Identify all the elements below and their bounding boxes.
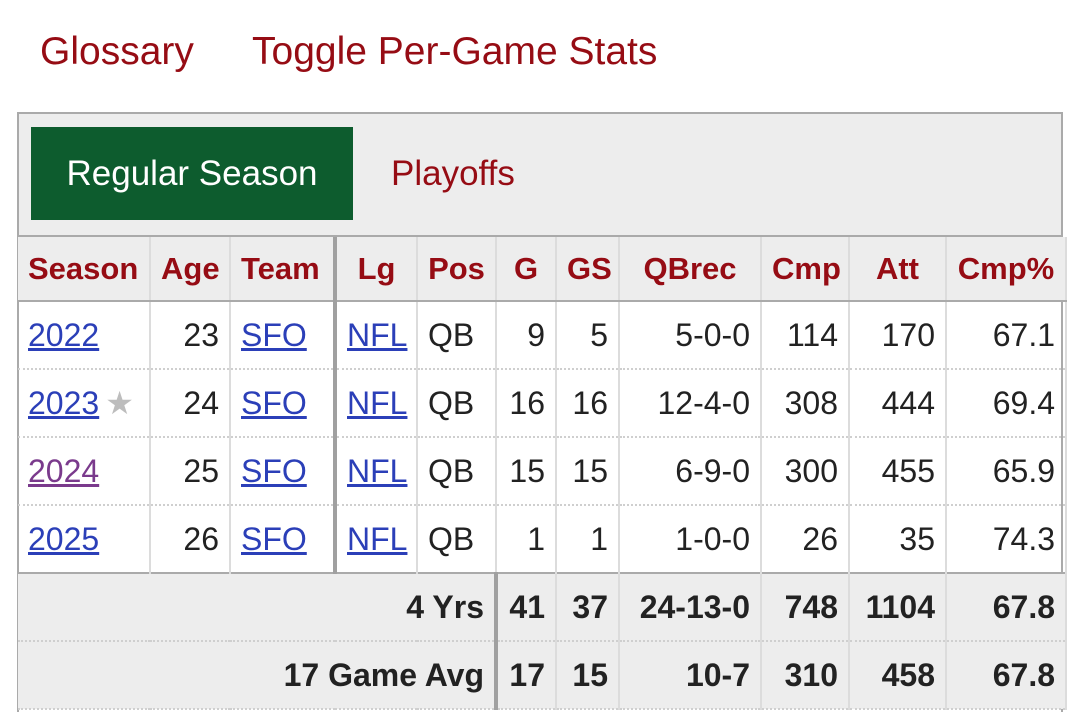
col-g[interactable]: G [496, 237, 557, 302]
cmp-pct-cell: 69.4 [946, 369, 1067, 438]
att-cell: 35 [849, 505, 947, 574]
cmp-cell: 308 [761, 369, 850, 438]
league-link[interactable]: NFL [347, 520, 408, 557]
table-row: 2024 25 SFO NFL QB 15 15 6-9-0 300 455 6… [18, 437, 1067, 506]
team-link[interactable]: SFO [241, 384, 307, 421]
season-cell: 2023 ★ [18, 369, 151, 438]
col-gs[interactable]: GS [556, 237, 620, 302]
summary-label: 17 Game Avg [18, 641, 498, 710]
season-cell: 2025 [18, 505, 151, 574]
qbrec-cell: 6-9-0 [619, 437, 762, 506]
col-age[interactable]: Age [150, 237, 231, 302]
season-link[interactable]: 2023 [28, 385, 100, 421]
table-header-row: Season Age Team Lg Pos G GS QBrec Cmp At… [18, 237, 1067, 302]
col-team[interactable]: Team [230, 237, 337, 302]
cmp-cell: 748 [761, 572, 850, 642]
cmp-pct-cell: 65.9 [946, 437, 1067, 506]
gs-cell: 15 [556, 641, 620, 710]
col-pos[interactable]: Pos [417, 237, 497, 302]
table-row: 2025 26 SFO NFL QB 1 1 1-0-0 26 35 74.3 [18, 505, 1067, 574]
table-row: 2023 ★ 24 SFO NFL QB 16 16 12-4-0 308 444… [18, 369, 1067, 438]
pos-cell: QB [417, 505, 497, 574]
league-link[interactable]: NFL [347, 384, 408, 421]
summary-row-17-game-avg: 17 Game Avg 17 15 10-7 310 458 67.8 [18, 641, 1067, 710]
table-row: 2022 23 SFO NFL QB 9 5 5-0-0 114 170 67.… [18, 301, 1067, 370]
season-link[interactable]: 2025 [28, 520, 100, 557]
glossary-link[interactable]: Glossary [40, 30, 194, 73]
team-cell: SFO [230, 505, 337, 574]
g-cell: 16 [496, 369, 557, 438]
season-link[interactable]: 2022 [28, 316, 100, 353]
att-cell: 455 [849, 437, 947, 506]
col-season[interactable]: Season [18, 237, 151, 302]
age-cell: 26 [150, 505, 231, 574]
passing-stats-table: Season Age Team Lg Pos G GS QBrec Cmp At… [18, 237, 1067, 710]
gs-cell: 1 [556, 505, 620, 574]
team-cell: SFO [230, 437, 337, 506]
league-link[interactable]: NFL [347, 452, 408, 489]
toggle-per-game-link[interactable]: Toggle Per-Game Stats [252, 30, 658, 73]
cmp-cell: 114 [761, 301, 850, 370]
league-cell: NFL [335, 369, 418, 438]
league-cell: NFL [335, 437, 418, 506]
cmp-pct-cell: 67.8 [946, 572, 1067, 642]
tab-playoffs[interactable]: Playoffs [391, 154, 515, 193]
att-cell: 458 [849, 641, 947, 710]
gs-cell: 5 [556, 301, 620, 370]
gs-cell: 15 [556, 437, 620, 506]
pos-cell: QB [417, 437, 497, 506]
season-tabs: Regular Season Playoffs [19, 114, 1061, 237]
tab-regular-season[interactable]: Regular Season [31, 127, 353, 220]
cmp-cell: 310 [761, 641, 850, 710]
qbrec-cell: 5-0-0 [619, 301, 762, 370]
summary-row-career: 4 Yrs 41 37 24-13-0 748 1104 67.8 [18, 572, 1067, 642]
cmp-cell: 300 [761, 437, 850, 506]
season-link[interactable]: 2024 [28, 452, 100, 489]
g-cell: 17 [496, 641, 557, 710]
g-cell: 1 [496, 505, 557, 574]
qbrec-cell: 1-0-0 [619, 505, 762, 574]
team-cell: SFO [230, 369, 337, 438]
cmp-pct-cell: 67.1 [946, 301, 1067, 370]
pos-cell: QB [417, 301, 497, 370]
qbrec-cell: 10-7 [619, 641, 762, 710]
qbrec-cell: 24-13-0 [619, 572, 762, 642]
col-qbrec[interactable]: QBrec [619, 237, 762, 302]
league-cell: NFL [335, 505, 418, 574]
age-cell: 25 [150, 437, 231, 506]
league-cell: NFL [335, 301, 418, 370]
g-cell: 9 [496, 301, 557, 370]
summary-label: 4 Yrs [18, 572, 498, 642]
att-cell: 170 [849, 301, 947, 370]
col-cmp-pct[interactable]: Cmp% [946, 237, 1067, 302]
g-cell: 41 [496, 572, 557, 642]
age-cell: 24 [150, 369, 231, 438]
qbrec-cell: 12-4-0 [619, 369, 762, 438]
gs-cell: 16 [556, 369, 620, 438]
att-cell: 1104 [849, 572, 947, 642]
pos-cell: QB [417, 369, 497, 438]
team-link[interactable]: SFO [241, 520, 307, 557]
season-cell: 2024 [18, 437, 151, 506]
g-cell: 15 [496, 437, 557, 506]
cmp-cell: 26 [761, 505, 850, 574]
col-cmp[interactable]: Cmp [761, 237, 850, 302]
team-link[interactable]: SFO [241, 452, 307, 489]
team-cell: SFO [230, 301, 337, 370]
pro-bowl-star-icon: ★ [105, 385, 134, 421]
col-lg[interactable]: Lg [335, 237, 418, 302]
league-link[interactable]: NFL [347, 316, 408, 353]
gs-cell: 37 [556, 572, 620, 642]
col-att[interactable]: Att [849, 237, 947, 302]
cmp-pct-cell: 74.3 [946, 505, 1067, 574]
age-cell: 23 [150, 301, 231, 370]
top-links: Glossary Toggle Per-Game Stats [40, 30, 705, 74]
season-cell: 2022 [18, 301, 151, 370]
stats-panel: Regular Season Playoffs Season Age Team … [17, 112, 1067, 712]
att-cell: 444 [849, 369, 947, 438]
cmp-pct-cell: 67.8 [946, 641, 1067, 710]
team-link[interactable]: SFO [241, 316, 307, 353]
